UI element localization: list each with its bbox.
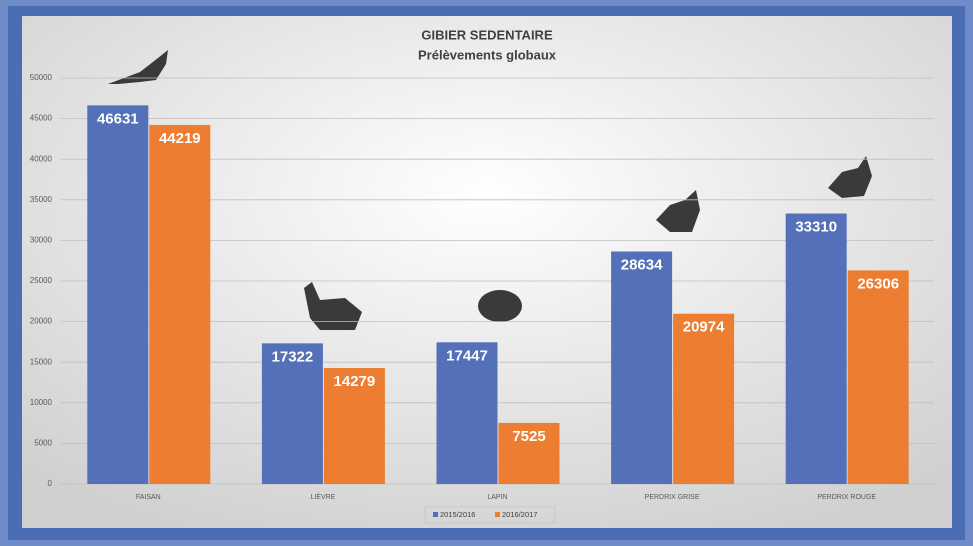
- y-tick-label: 40000: [30, 154, 53, 163]
- y-tick-label: 35000: [30, 195, 53, 204]
- x-tick-label: LIÈVRE: [310, 492, 335, 501]
- y-tick-label: 20000: [30, 317, 53, 326]
- animal-icons: [108, 50, 872, 330]
- legend-swatch: [433, 512, 438, 517]
- y-tick-label: 5000: [34, 439, 52, 448]
- bar: [785, 213, 847, 484]
- red-partridge-icon: [828, 156, 872, 198]
- bar: [436, 342, 498, 484]
- pheasant-icon: [108, 50, 168, 84]
- bar: [323, 368, 385, 484]
- y-tick-label: 45000: [30, 114, 53, 123]
- chart-subtitle: Prélèvements globaux: [418, 47, 557, 62]
- bar: [498, 422, 560, 484]
- y-tick-label: 15000: [30, 357, 53, 366]
- legend-label: 2016/2017: [502, 510, 537, 519]
- legend-label: 2015/2016: [440, 510, 475, 519]
- bar: [611, 251, 673, 484]
- y-tick-label: 25000: [30, 276, 53, 285]
- data-label: 28634: [621, 256, 663, 273]
- chart-title: GIBIER SEDENTAIRE: [421, 27, 553, 42]
- data-label: 20974: [683, 319, 725, 336]
- data-label: 33310: [795, 218, 837, 235]
- bar: [673, 313, 735, 484]
- y-tick-label: 10000: [30, 398, 53, 407]
- bar: [847, 270, 909, 484]
- data-label: 7525: [512, 428, 545, 445]
- bar: [261, 343, 323, 484]
- bar: [87, 105, 149, 485]
- rabbit-icon: [478, 290, 522, 322]
- x-tick-label: FAISAN: [136, 494, 161, 501]
- y-tick-label: 50000: [30, 73, 53, 82]
- y-tick-label: 30000: [30, 236, 53, 245]
- legend-swatch: [495, 512, 500, 517]
- data-label: 17322: [272, 348, 314, 365]
- x-tick-label: PERDRIX GRISE: [645, 494, 700, 501]
- hare-icon: [304, 282, 362, 330]
- y-tick-label: 0: [48, 479, 53, 488]
- data-label: 44219: [159, 130, 201, 147]
- x-tick-label: PERDRIX ROUGE: [817, 494, 876, 501]
- data-label: 17447: [446, 347, 488, 364]
- data-label: 46631: [97, 110, 139, 127]
- partridge-icon: [656, 190, 700, 232]
- x-tick-label: LAPIN: [487, 494, 507, 501]
- data-label: 26306: [857, 275, 899, 292]
- data-label: 14279: [334, 373, 376, 390]
- bar: [149, 124, 211, 485]
- legend-box: [424, 506, 556, 524]
